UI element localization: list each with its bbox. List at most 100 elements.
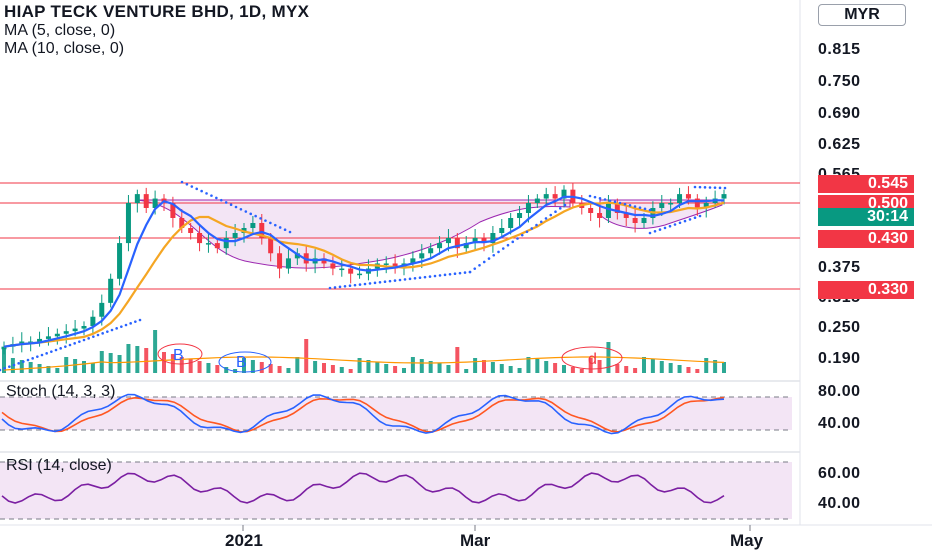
currency-button[interactable]: MYR [818, 4, 906, 26]
annotation-circle[interactable] [561, 346, 623, 370]
volume-bar [135, 346, 140, 373]
candle-body [552, 194, 558, 199]
trend-dot [588, 194, 592, 198]
time-label-mar: Mar [460, 531, 491, 550]
time-label-2021: 2021 [225, 531, 263, 550]
trend-dot [708, 186, 712, 189]
price-tick: 0.690 [818, 105, 861, 122]
volume-bar [46, 366, 51, 373]
volume-bar [144, 348, 149, 373]
trend-dot [45, 352, 48, 355]
trend-dot [338, 285, 342, 289]
candle-body [419, 253, 425, 259]
trend-dot [468, 270, 472, 274]
annotation-b-label: B [173, 347, 184, 364]
volume-bar [526, 357, 531, 373]
trend-dot [549, 213, 553, 217]
volume-bar [188, 359, 193, 373]
trend-dot [638, 206, 642, 209]
volume-bar [544, 361, 549, 373]
trend-dot [224, 201, 228, 204]
candle-body [694, 198, 700, 208]
trend-dot [78, 340, 81, 343]
candle-body [108, 278, 114, 303]
trend-dot [110, 328, 114, 332]
ma10-legend[interactable]: MA (10, close, 0) [4, 40, 125, 57]
trend-dot [59, 347, 62, 350]
rsi-line[interactable] [1, 472, 725, 504]
candle-body [205, 243, 211, 245]
trend-dot [269, 221, 272, 225]
volume-bar [455, 347, 460, 373]
trend-dot [73, 342, 76, 345]
trend-dot [17, 362, 20, 365]
candle-body [357, 273, 363, 276]
trend-dot [115, 327, 118, 330]
trend-dot [428, 275, 432, 278]
volume-bar [419, 359, 424, 373]
trend-dot [68, 343, 72, 347]
trend-dot [544, 217, 548, 220]
trend-dot [643, 207, 647, 211]
trend-dot [558, 207, 562, 210]
candle-body [197, 233, 203, 244]
trend-dot [92, 335, 95, 338]
price-tick: 0.625 [818, 136, 861, 153]
volume-bar [375, 362, 380, 373]
annotation-circle[interactable] [157, 343, 203, 365]
candle-body [472, 238, 478, 244]
trend-dot [554, 210, 557, 213]
volume-bar [570, 367, 575, 373]
trend-dot [418, 276, 422, 280]
stoch-d-line[interactable] [1, 396, 725, 433]
trend-dot [473, 267, 477, 270]
volume-bar [588, 358, 593, 373]
countdown-label: 30:14 [818, 208, 914, 226]
trend-dot [653, 230, 657, 233]
cup-pattern[interactable] [136, 199, 571, 269]
price-label-0330: 0.330 [818, 281, 914, 299]
candle-body [463, 243, 469, 249]
ma5-line[interactable] [3, 195, 724, 348]
trend-dot [693, 216, 697, 219]
trend-dot [482, 260, 486, 264]
volume-bar [304, 339, 309, 373]
symbol-title[interactable]: HIAP TECK VENTURE BHD, 1D, MYX [4, 2, 310, 21]
volume-bar [659, 361, 664, 373]
trend-dot [539, 220, 543, 224]
candle-body [632, 218, 638, 223]
trend-dot [398, 278, 402, 282]
trend-dot [195, 187, 199, 191]
candle-body [268, 238, 274, 254]
volume-bar [339, 367, 344, 373]
candle-body [703, 203, 709, 208]
trend-dot [210, 194, 213, 197]
volume-bar [686, 367, 691, 373]
trend-dot [219, 198, 223, 202]
ma10-line[interactable] [3, 201, 725, 348]
trend-dot [288, 230, 292, 234]
ma5-legend[interactable]: MA (5, close, 0) [4, 22, 116, 39]
candle-body [623, 213, 629, 218]
rsi-tick: 60.00 [818, 465, 861, 482]
trend-dot [516, 237, 519, 240]
annotation-circle[interactable] [218, 351, 272, 373]
trend-dot [249, 212, 253, 216]
volume-bar [64, 357, 69, 373]
volume-bar [215, 365, 220, 373]
volume-bar [19, 360, 24, 373]
stoch-k-line[interactable] [1, 393, 725, 435]
volume-bar [384, 364, 389, 373]
trend-dot [50, 350, 53, 353]
trend-dot [129, 322, 132, 325]
candle-body [437, 243, 443, 249]
trend-dot [628, 204, 632, 207]
trend-dot [229, 203, 233, 207]
trend-dot [254, 214, 257, 218]
volume-bar [73, 359, 78, 373]
trend-dot [205, 192, 208, 195]
candle-body [1, 346, 7, 350]
volume-bar [322, 363, 326, 373]
